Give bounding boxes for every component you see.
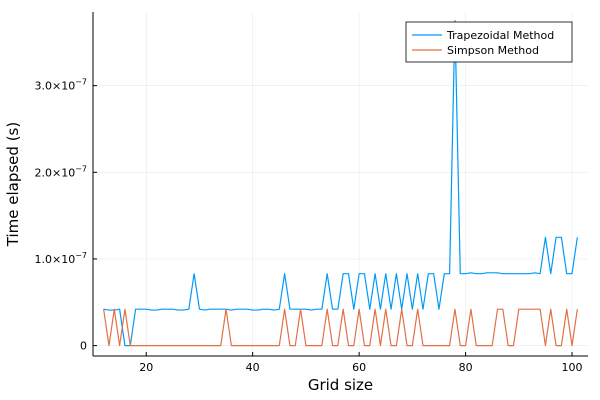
axes (92, 12, 588, 357)
x-tick-label: 20 (139, 361, 153, 374)
x-tick-label: 100 (562, 361, 583, 374)
y-tick-label: 0 (80, 340, 87, 353)
legend-box (405, 21, 573, 63)
legend-label: Simpson Method (447, 44, 539, 57)
x-axis-label: Grid size (308, 376, 373, 394)
x-tick-label: 40 (246, 361, 260, 374)
tick-labels: 20 40 60 80 100 0 1.0×10−7 2.0×10−7 3.0×10−7 (34, 78, 582, 374)
series-layer (103, 20, 578, 347)
y-tick-label: 3.0×10−7 (34, 78, 87, 93)
legend-label: Trapezoidal Method (446, 29, 554, 42)
y-axis-label: Time elapsed (s) (4, 122, 22, 247)
x-tick-label: 60 (352, 361, 366, 374)
y-tick-label: 2.0×10−7 (34, 164, 87, 179)
y-tick-label: 1.0×10−7 (34, 251, 87, 266)
series-line-trapezoidal-method (103, 20, 578, 347)
grid-lines (93, 12, 588, 356)
x-tick-label: 80 (459, 361, 473, 374)
series-line-simpson-method (103, 308, 578, 347)
legend: Trapezoidal Method Simpson Method (405, 21, 573, 63)
